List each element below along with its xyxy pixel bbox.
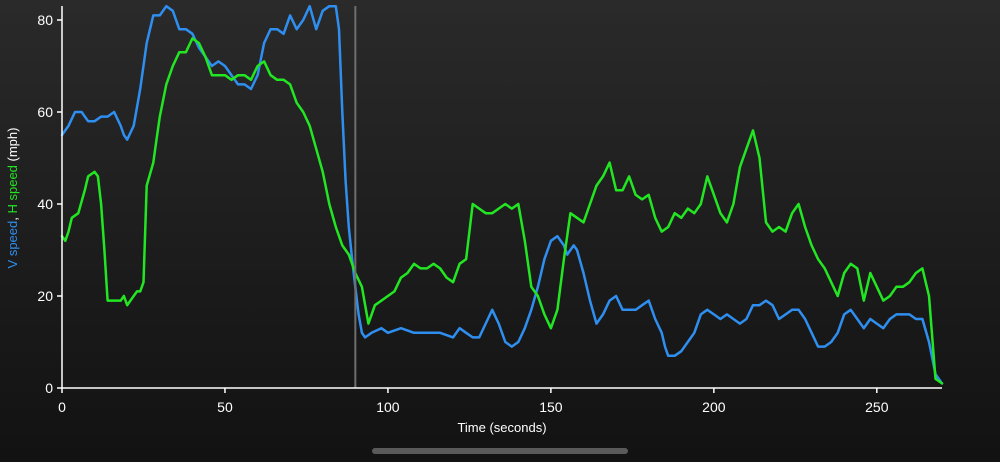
y-axis-title-part: (mph) [5,128,20,166]
y-tick-label: 20 [37,288,53,304]
y-ticks: 0 20 40 60 80 [37,12,62,396]
x-tick-label: 100 [376,399,400,415]
y-axis-title: V speed, H speed (mph) [5,128,20,269]
series-line-v-speed [60,4,944,385]
y-tick-label: 60 [37,104,53,120]
x-ticks: 0 50 100 150 200 250 [58,388,889,415]
y-axis-title-part: V speed [5,221,20,269]
y-axis-title-part: , [5,214,20,221]
x-tick-label: 0 [58,399,66,415]
series-line-h-speed [60,37,944,385]
x-axis-title: Time (seconds) [457,420,546,435]
series-layer [60,4,944,385]
y-tick-label: 40 [37,196,53,212]
x-tick-label: 150 [539,399,563,415]
x-tick-label: 50 [217,399,233,415]
y-tick-label: 80 [37,12,53,28]
home-indicator[interactable] [372,448,628,454]
plot-area: 0 20 40 60 80 0 50 100 150 200 250 [37,4,944,415]
x-tick-label: 250 [865,399,889,415]
y-tick-label: 0 [45,380,53,396]
y-axis-title-part: H speed [5,165,20,213]
x-tick-label: 200 [702,399,726,415]
